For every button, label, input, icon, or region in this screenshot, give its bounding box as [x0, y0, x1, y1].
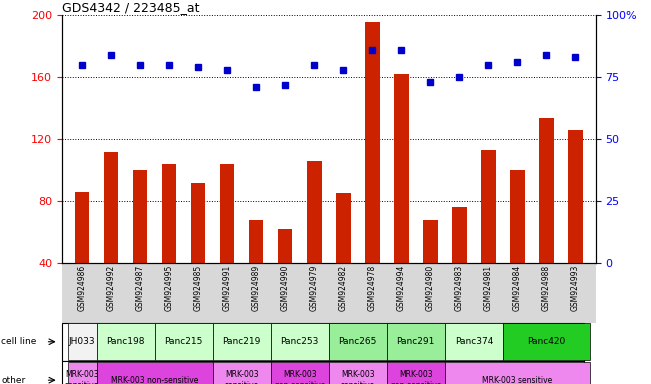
Bar	[68, 362, 96, 384]
Bar	[539, 118, 553, 325]
Text: MRK-003
non-sensitive: MRK-003 non-sensitive	[274, 371, 326, 384]
Bar	[278, 229, 292, 325]
Text: MRK-003 non-sensitive: MRK-003 non-sensitive	[111, 376, 199, 384]
Bar	[75, 192, 89, 325]
Bar	[532, 15, 561, 263]
Bar	[96, 15, 126, 263]
Bar	[423, 220, 437, 325]
Bar	[155, 323, 213, 360]
Text: Panc265: Panc265	[339, 337, 377, 346]
Bar	[329, 362, 387, 384]
Bar	[68, 323, 96, 360]
Bar	[104, 152, 118, 325]
Bar	[271, 323, 329, 360]
Bar	[452, 207, 467, 325]
Bar	[336, 194, 350, 325]
Bar	[213, 15, 242, 263]
Bar	[307, 161, 322, 325]
Text: MRK-003
sensitive: MRK-003 sensitive	[225, 371, 259, 384]
Text: Panc291: Panc291	[396, 337, 435, 346]
Bar	[96, 362, 213, 384]
Text: MRK-003 sensitive: MRK-003 sensitive	[482, 376, 553, 384]
Bar	[329, 15, 358, 263]
Bar	[445, 323, 503, 360]
Bar	[213, 323, 271, 360]
Bar	[162, 164, 176, 325]
Text: MRK-003
non-sensitive: MRK-003 non-sensitive	[390, 371, 441, 384]
Text: MRK-003
sensitive: MRK-003 sensitive	[340, 371, 375, 384]
Bar	[249, 220, 264, 325]
Bar	[445, 15, 474, 263]
Bar	[394, 74, 409, 325]
Bar	[474, 15, 503, 263]
Bar	[503, 323, 590, 360]
Text: other: other	[1, 376, 25, 384]
Bar	[445, 362, 590, 384]
Text: Panc374: Panc374	[454, 337, 493, 346]
Bar	[365, 22, 380, 325]
Text: GDS4342 / 223485_at: GDS4342 / 223485_at	[62, 1, 199, 14]
Bar	[96, 323, 155, 360]
Bar	[213, 362, 271, 384]
Bar	[329, 323, 387, 360]
Bar	[191, 182, 206, 325]
Bar	[387, 323, 445, 360]
Text: Panc420: Panc420	[527, 337, 566, 346]
Text: MRK-003
sensitive: MRK-003 sensitive	[65, 371, 100, 384]
Text: Panc219: Panc219	[223, 337, 261, 346]
Bar	[133, 170, 147, 325]
Bar	[387, 362, 445, 384]
Text: Panc253: Panc253	[281, 337, 319, 346]
Text: Panc198: Panc198	[106, 337, 145, 346]
Bar	[561, 15, 590, 263]
Bar	[568, 130, 583, 325]
Bar	[299, 15, 329, 263]
Bar	[126, 15, 155, 263]
Bar	[155, 15, 184, 263]
Bar	[68, 15, 96, 263]
Bar	[184, 15, 213, 263]
Text: JH033: JH033	[69, 337, 96, 346]
Bar	[481, 150, 495, 325]
Bar	[242, 15, 271, 263]
Bar	[503, 15, 532, 263]
Bar	[358, 15, 387, 263]
Bar	[271, 15, 299, 263]
Bar	[510, 170, 525, 325]
Bar	[416, 15, 445, 263]
Bar	[387, 15, 416, 263]
Bar	[220, 164, 234, 325]
Text: cell line: cell line	[1, 337, 36, 346]
Text: Panc215: Panc215	[165, 337, 203, 346]
Bar	[271, 362, 329, 384]
